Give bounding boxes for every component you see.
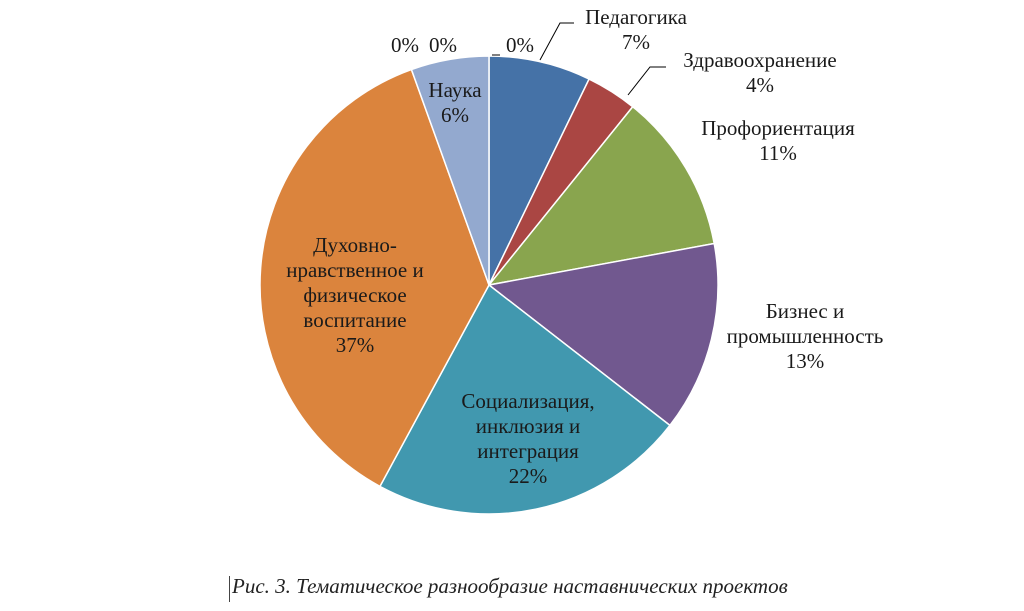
slice-label-7: Наука 6% [428,78,482,127]
text-cursor [229,576,230,602]
pie-slice-3 [487,105,716,287]
slice-labels: Педагогика 7%Здравоохранение 4% Профориента… [286,5,883,488]
pie-slice-7 [410,55,490,286]
slice-label-6: Духовно-нравственное и физическое воспитан… [286,233,424,357]
slice-label-3: Профориентация 11% [701,116,855,165]
leader-lines [492,22,666,96]
slice-label-4: Бизнес и промышленность 13% [727,299,884,373]
figure-caption: Рис. 3. Тематическое разнообразие настав… [232,574,788,598]
leader-line-1 [539,22,574,61]
slice-label-8: 0% [391,33,419,57]
slice-label-2: Здравоохранение 4% [683,48,836,97]
pie-slice-6 [259,68,490,488]
pie-slice-5 [378,283,671,515]
slice-label-1: Педагогика 7% [585,5,688,54]
slice-label-10: 0% [506,33,534,57]
pie-slices [259,55,719,515]
leader-line-2 [627,66,666,96]
slice-label-5: Социализация, инклюзия и интеграция 22% [461,389,594,488]
pie-slice-1 [488,55,591,286]
pie-slice-4 [487,242,719,427]
slice-label-9: 0% [429,33,457,57]
